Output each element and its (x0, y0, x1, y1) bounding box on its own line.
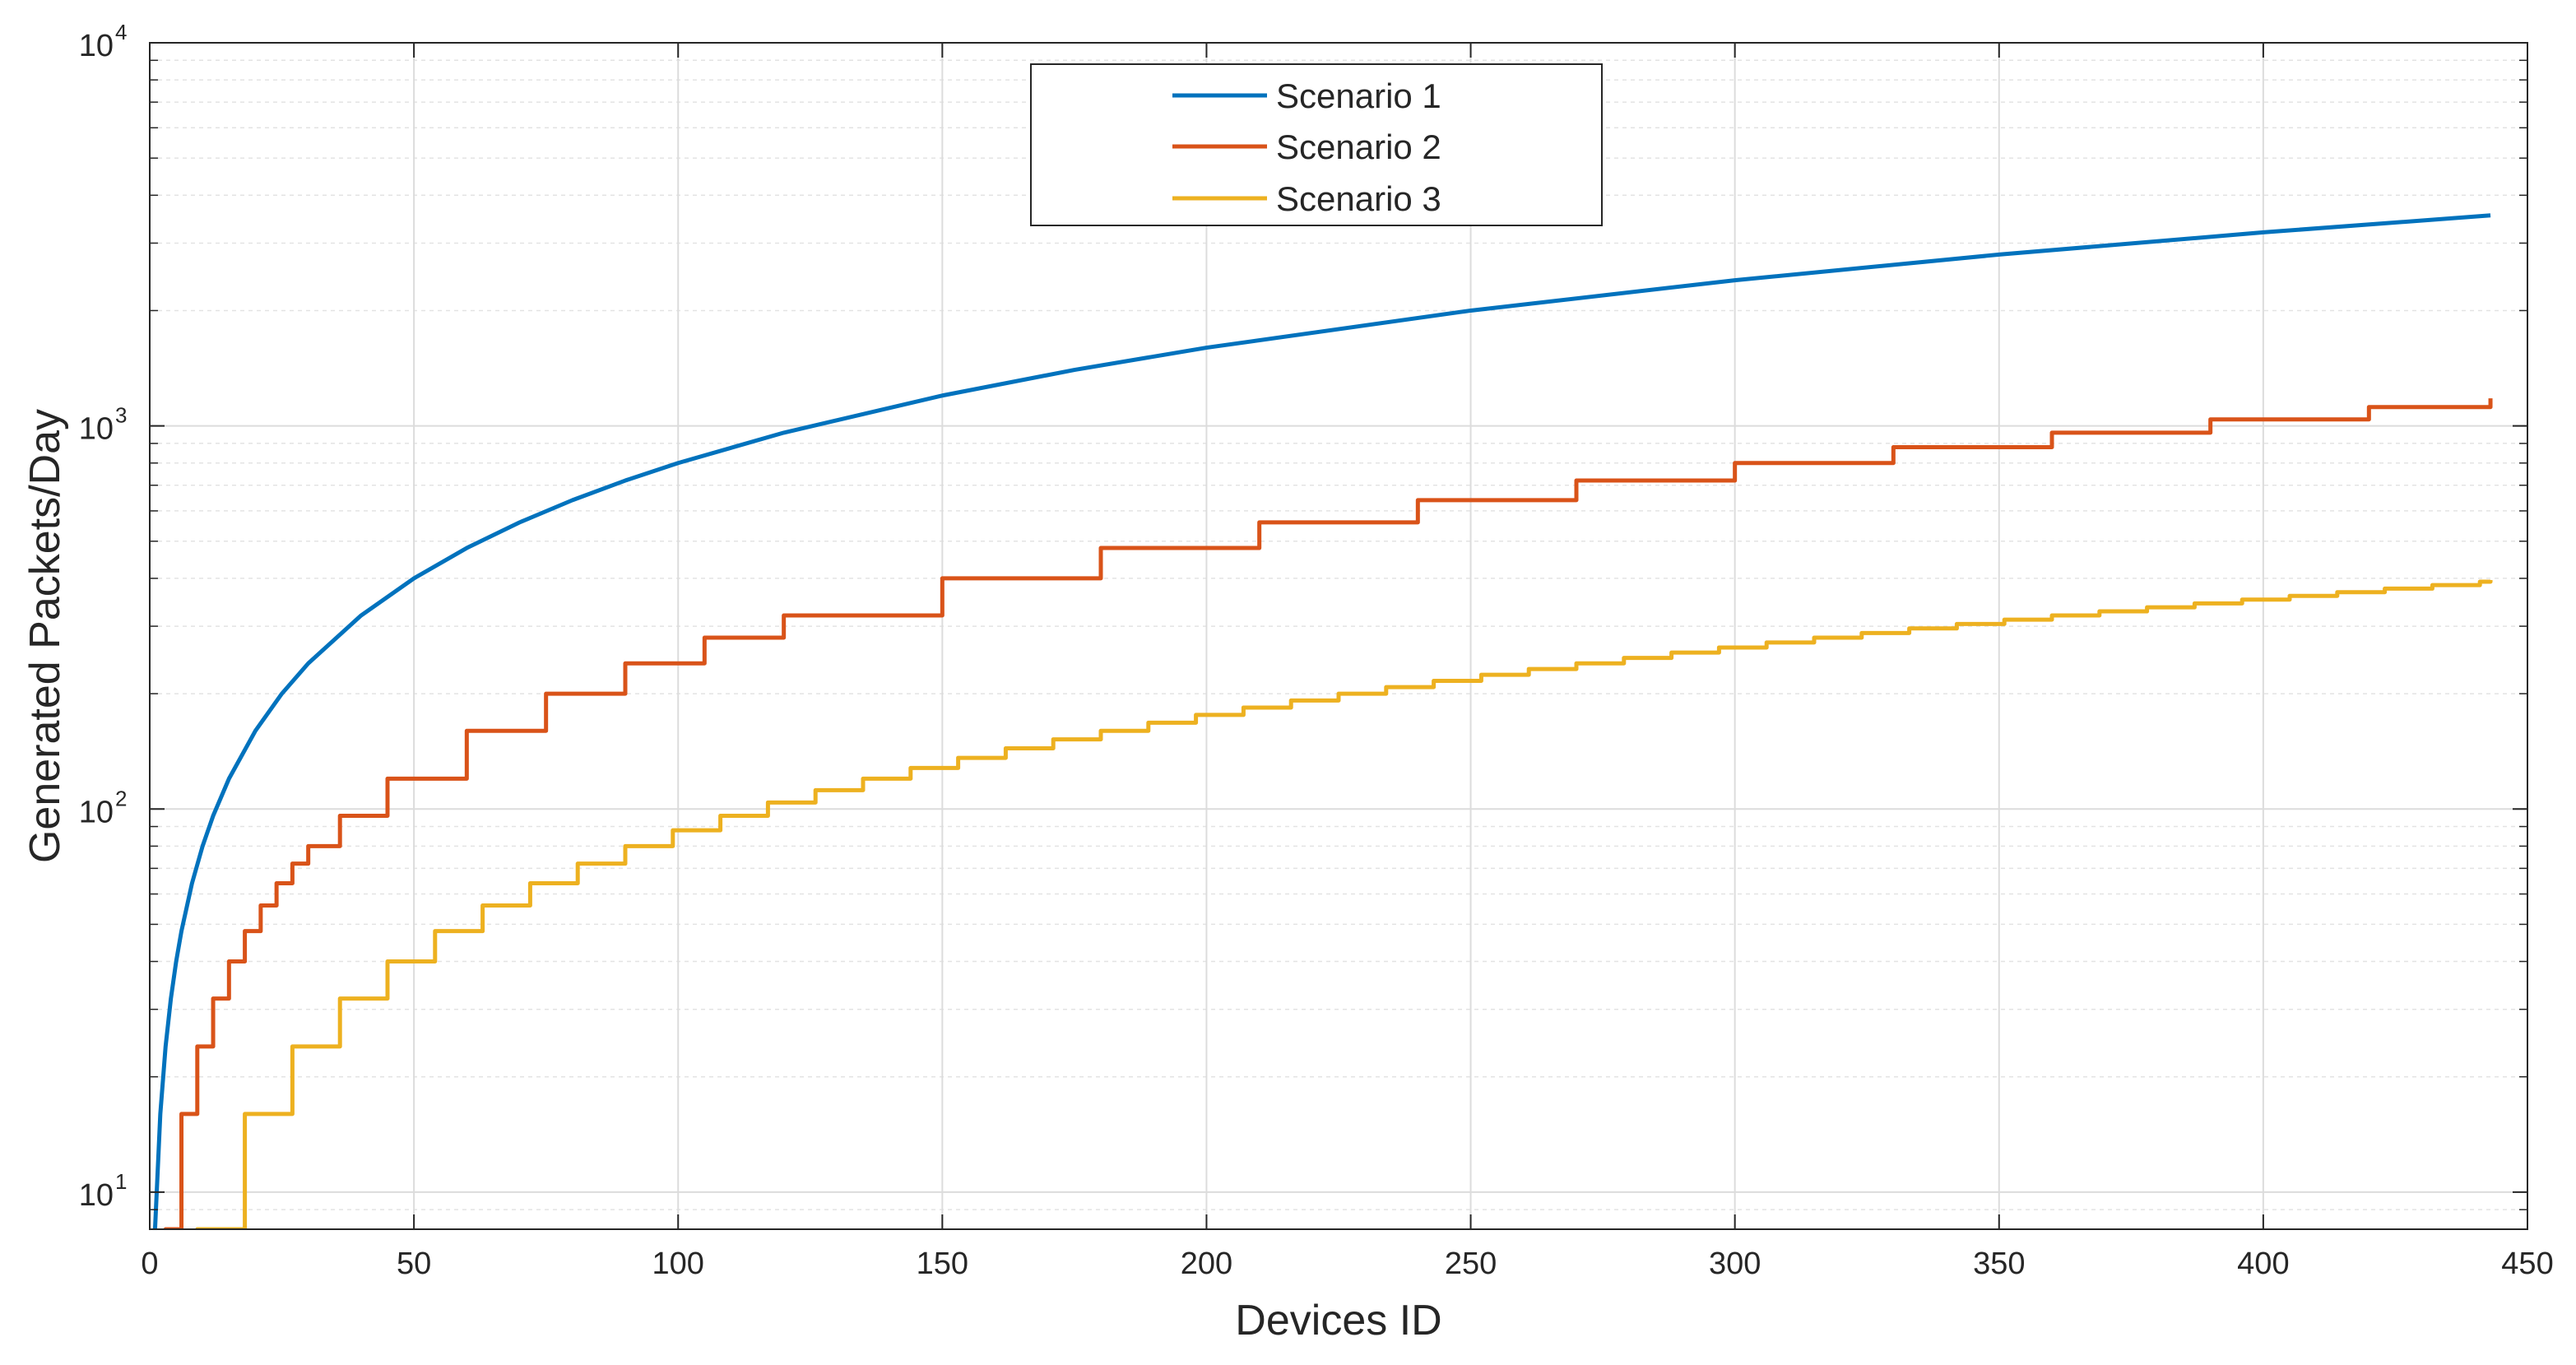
y-tick-label: 10 (79, 795, 114, 829)
y-tick-label: 10 (79, 412, 114, 447)
y-tick-label-exponent: 3 (115, 403, 127, 428)
plot-background (150, 43, 2527, 1229)
series-line-scenario-3 (195, 579, 2493, 1229)
x-tick-label: 100 (652, 1247, 704, 1281)
y-tick-label-exponent: 1 (115, 1169, 127, 1194)
legend: Scenario 1 Scenario 2 Scenario 3 (1030, 63, 1603, 226)
plot-frame (149, 42, 2528, 1230)
legend-label-scenario-3: Scenario 3 (1276, 179, 1441, 218)
series-line-scenario-1 (152, 213, 2491, 1229)
x-tick-label: 0 (141, 1247, 158, 1281)
x-tick-label: 450 (2501, 1247, 2553, 1281)
x-tick-label: 350 (1973, 1247, 2025, 1281)
series-line-scenario-2 (163, 398, 2493, 1229)
y-axis-title: Generated Packets/Day (21, 409, 69, 863)
y-tick-label-exponent: 2 (115, 786, 127, 810)
x-tick-label: 300 (1709, 1247, 1761, 1281)
x-tick-label: 400 (2237, 1247, 2289, 1281)
x-tick-labels: 0 50 100 150 200 250 300 350 400 450 (141, 1247, 2553, 1281)
x-tick-label: 50 (397, 1247, 431, 1281)
legend-box (1030, 63, 1603, 226)
y-tick-label-exponent: 4 (115, 20, 127, 44)
x-axis-title: Devices ID (1235, 1297, 1441, 1344)
x-tick-label: 250 (1445, 1247, 1497, 1281)
series-layer (152, 213, 2493, 1229)
legend-label-scenario-1: Scenario 1 (1276, 77, 1441, 115)
y-tick-label: 10 (79, 1178, 114, 1213)
axis-ticks (149, 42, 2528, 1230)
x-tick-label: 150 (917, 1247, 968, 1281)
legend-label-scenario-2: Scenario 2 (1276, 128, 1441, 166)
y-tick-label: 10 (79, 29, 114, 63)
x-tick-label: 200 (1181, 1247, 1232, 1281)
